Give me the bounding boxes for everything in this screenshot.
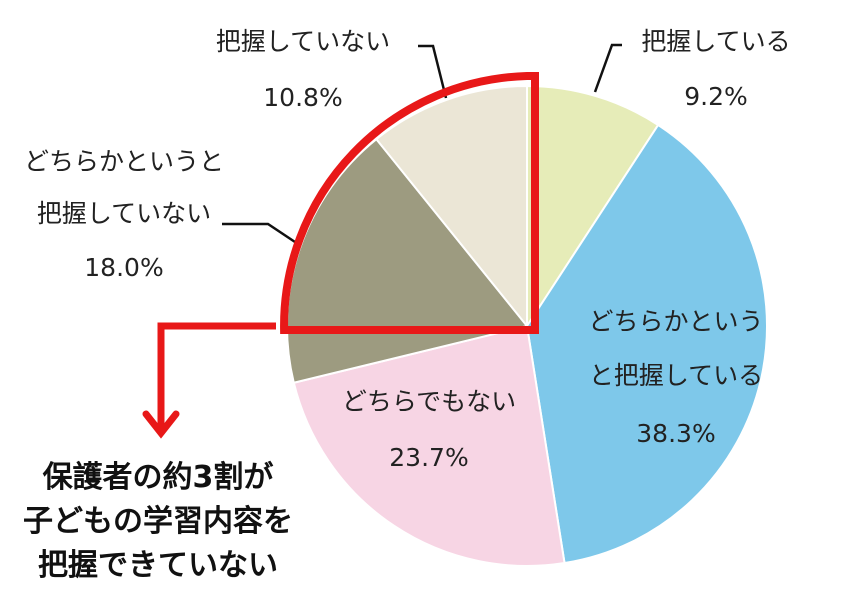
callout-line-0: 保護者の約3割が (43, 460, 274, 495)
pie-slice-1 (525, 123, 768, 565)
leader-line-4 (418, 44, 448, 99)
slice-label-4-line-0: 把握していない (216, 27, 390, 56)
slice-value-3: 18.0% (84, 253, 163, 282)
callout-arrow-line (157, 322, 276, 430)
slice-label-1-line-0: どちらかという (588, 307, 763, 336)
callout-line-2: 把握できていない (38, 548, 278, 583)
pie-slices (286, 84, 768, 568)
slice-label-1-line-1: と把握している (589, 361, 763, 390)
pie-slice-4 (374, 84, 528, 329)
leader-lines (222, 43, 622, 246)
callout-arrow-head (142, 410, 180, 439)
leader-line-0 (593, 43, 622, 93)
slice-value-2: 23.7% (389, 443, 468, 472)
callout-line-1: 子どもの学習内容を (23, 504, 293, 539)
leader-line-3 (222, 222, 299, 246)
slice-value-0: 9.2% (684, 82, 748, 111)
slice-label-0-line-0: 把握している (641, 27, 790, 56)
slice-value-4: 10.8% (263, 83, 342, 112)
highlight-outline (142, 72, 539, 439)
slice-label-3-line-0: どちらかというと (24, 147, 224, 176)
slice-label-2-line-0: どちらでもない (342, 387, 516, 416)
slice-value-1: 38.3% (636, 419, 715, 448)
slice-label-3-line-1: 把握していない (37, 199, 211, 228)
pie-slice-2 (292, 324, 566, 568)
highlight-outline-shape (280, 72, 539, 334)
